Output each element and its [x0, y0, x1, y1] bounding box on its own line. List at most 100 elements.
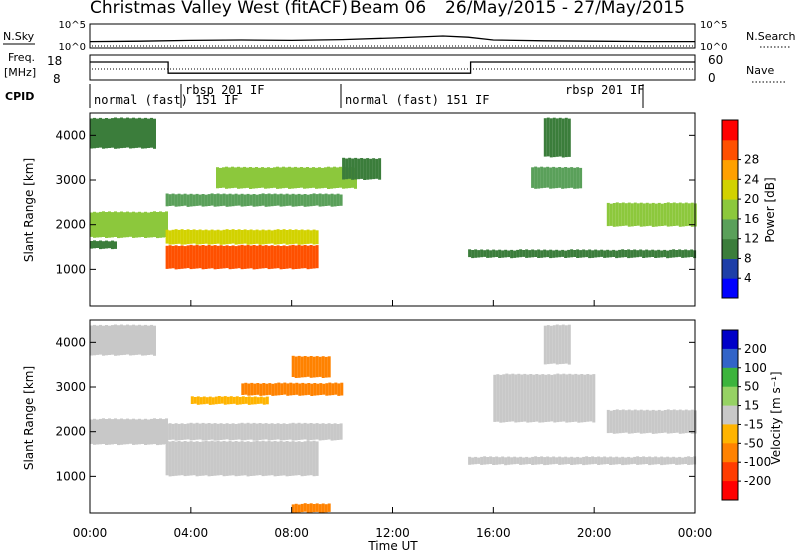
- heatmap-cell: [312, 423, 316, 440]
- heatmap-cell: [168, 423, 172, 440]
- heatmap-cell: [270, 230, 274, 244]
- heatmap-cell: [237, 441, 241, 476]
- heatmap-cell: [627, 202, 631, 227]
- nsearch-tick-high: 10^5: [700, 20, 727, 31]
- heatmap-cell: [480, 456, 484, 465]
- heatmap-cell: [660, 456, 664, 466]
- heatmap-cell: [529, 374, 533, 423]
- colorbar-swatch: [722, 139, 738, 161]
- heatmap-cell: [159, 211, 162, 238]
- time-x-axis: 00:00 04:00 08:00 12:00 16:00 20:00 00:00: [73, 300, 712, 540]
- heatmap-cell: [196, 396, 200, 405]
- heatmap-cell: [288, 166, 291, 189]
- heatmap-cell: [280, 383, 284, 395]
- heatmap-cell: [306, 356, 310, 377]
- heatmap-cell: [114, 241, 117, 249]
- heatmap-cell: [505, 373, 509, 422]
- heatmap-cell: [570, 167, 574, 188]
- heatmap-cell: [669, 410, 673, 434]
- heatmap-cell: [99, 418, 102, 445]
- heatmap-cell: [120, 211, 123, 238]
- heatmap-cell: [630, 457, 634, 465]
- heatmap-cell: [204, 423, 208, 441]
- heatmap-cell: [333, 423, 337, 441]
- heatmap-cell: [528, 250, 532, 258]
- heatmap-cell: [258, 423, 262, 440]
- heatmap-cell: [277, 382, 281, 396]
- heatmap-cell: [241, 396, 245, 405]
- heatmap-cell: [501, 456, 505, 465]
- heatmap-cell: [303, 441, 307, 476]
- heatmap-cell: [279, 229, 283, 244]
- heatmap-cell: [309, 245, 313, 269]
- heatmap-cell: [111, 118, 114, 148]
- heatmap-cell: [562, 373, 566, 422]
- velocity-panel: 1000 2000 3000 4000 Slant Range [km] 200 100…: [22, 319, 783, 514]
- heatmap-cell: [199, 397, 203, 405]
- heatmap-cell: [495, 250, 499, 257]
- heatmap-cell: [514, 374, 518, 423]
- heatmap-cell: [591, 456, 595, 465]
- heatmap-cell: [240, 244, 244, 270]
- heatmap-cell: [558, 250, 562, 258]
- heatmap-cell: [315, 441, 319, 476]
- colorbar-swatch: [722, 120, 738, 141]
- heatmap-cell: [681, 203, 685, 227]
- heatmap-cell: [285, 441, 289, 477]
- heatmap-cell: [99, 324, 102, 355]
- heatmap-cell: [606, 249, 610, 258]
- heatmap-cell: [96, 212, 99, 238]
- heatmap-cell: [183, 230, 187, 245]
- heatmap-cell: [339, 194, 343, 206]
- nsearch-label: N.Search: [746, 30, 796, 43]
- heatmap-cell: [279, 193, 283, 207]
- heatmap-cell: [156, 419, 159, 446]
- heatmap-cell: [186, 423, 190, 440]
- heatmap-cell: [294, 229, 298, 244]
- heatmap-cell: [675, 250, 679, 258]
- heatmap-cell: [546, 117, 550, 157]
- heatmap-cell: [657, 457, 661, 465]
- heatmap-cell: [541, 374, 545, 423]
- heatmap-cell: [336, 424, 340, 440]
- heatmap-cell: [222, 167, 225, 188]
- heatmap-cell: [147, 419, 150, 445]
- heatmap-cell: [522, 457, 526, 465]
- heatmap-cell: [564, 325, 568, 364]
- heatmap-cell: [207, 230, 211, 245]
- heatmap-cell: [577, 374, 581, 423]
- heatmap-cell: [186, 245, 190, 269]
- heatmap-cell: [684, 249, 688, 258]
- heatmap-cell: [111, 212, 114, 238]
- heatmap-cell: [243, 423, 247, 441]
- heatmap-cell: [273, 245, 277, 269]
- heatmap-cell: [129, 419, 132, 444]
- heatmap-cell: [615, 456, 619, 465]
- heatmap-cell: [123, 118, 126, 148]
- heatmap-cell: [315, 167, 318, 189]
- heatmap-cell: [171, 440, 175, 477]
- heatmap-cell: [264, 245, 268, 269]
- heatmap-cell: [627, 249, 631, 259]
- heatmap-cell: [198, 194, 202, 206]
- heatmap-cell: [225, 194, 229, 207]
- heatmap-cell: [525, 249, 529, 258]
- heatmap-cell: [195, 441, 199, 477]
- heatmap-cell: [528, 457, 532, 464]
- heatmap-cell: [255, 229, 259, 244]
- heatmap-cell: [549, 167, 553, 189]
- heatmap-cell: [639, 202, 643, 227]
- heatmap-cell: [246, 244, 250, 269]
- nave-tick-high: 60: [708, 53, 723, 67]
- heatmap-cell: [267, 423, 271, 441]
- heatmap-cell: [555, 457, 559, 464]
- heatmap-cell: [141, 212, 144, 237]
- heatmap-cell: [267, 440, 271, 476]
- y-tick-label: 4000: [55, 335, 86, 349]
- colorbar-tick-label: -50: [744, 436, 764, 450]
- heatmap-cell: [243, 194, 247, 207]
- heatmap-cell: [331, 383, 335, 396]
- heatmap-cell: [225, 245, 229, 269]
- heatmap-cell: [135, 419, 138, 445]
- cpid-label: CPID: [5, 90, 34, 103]
